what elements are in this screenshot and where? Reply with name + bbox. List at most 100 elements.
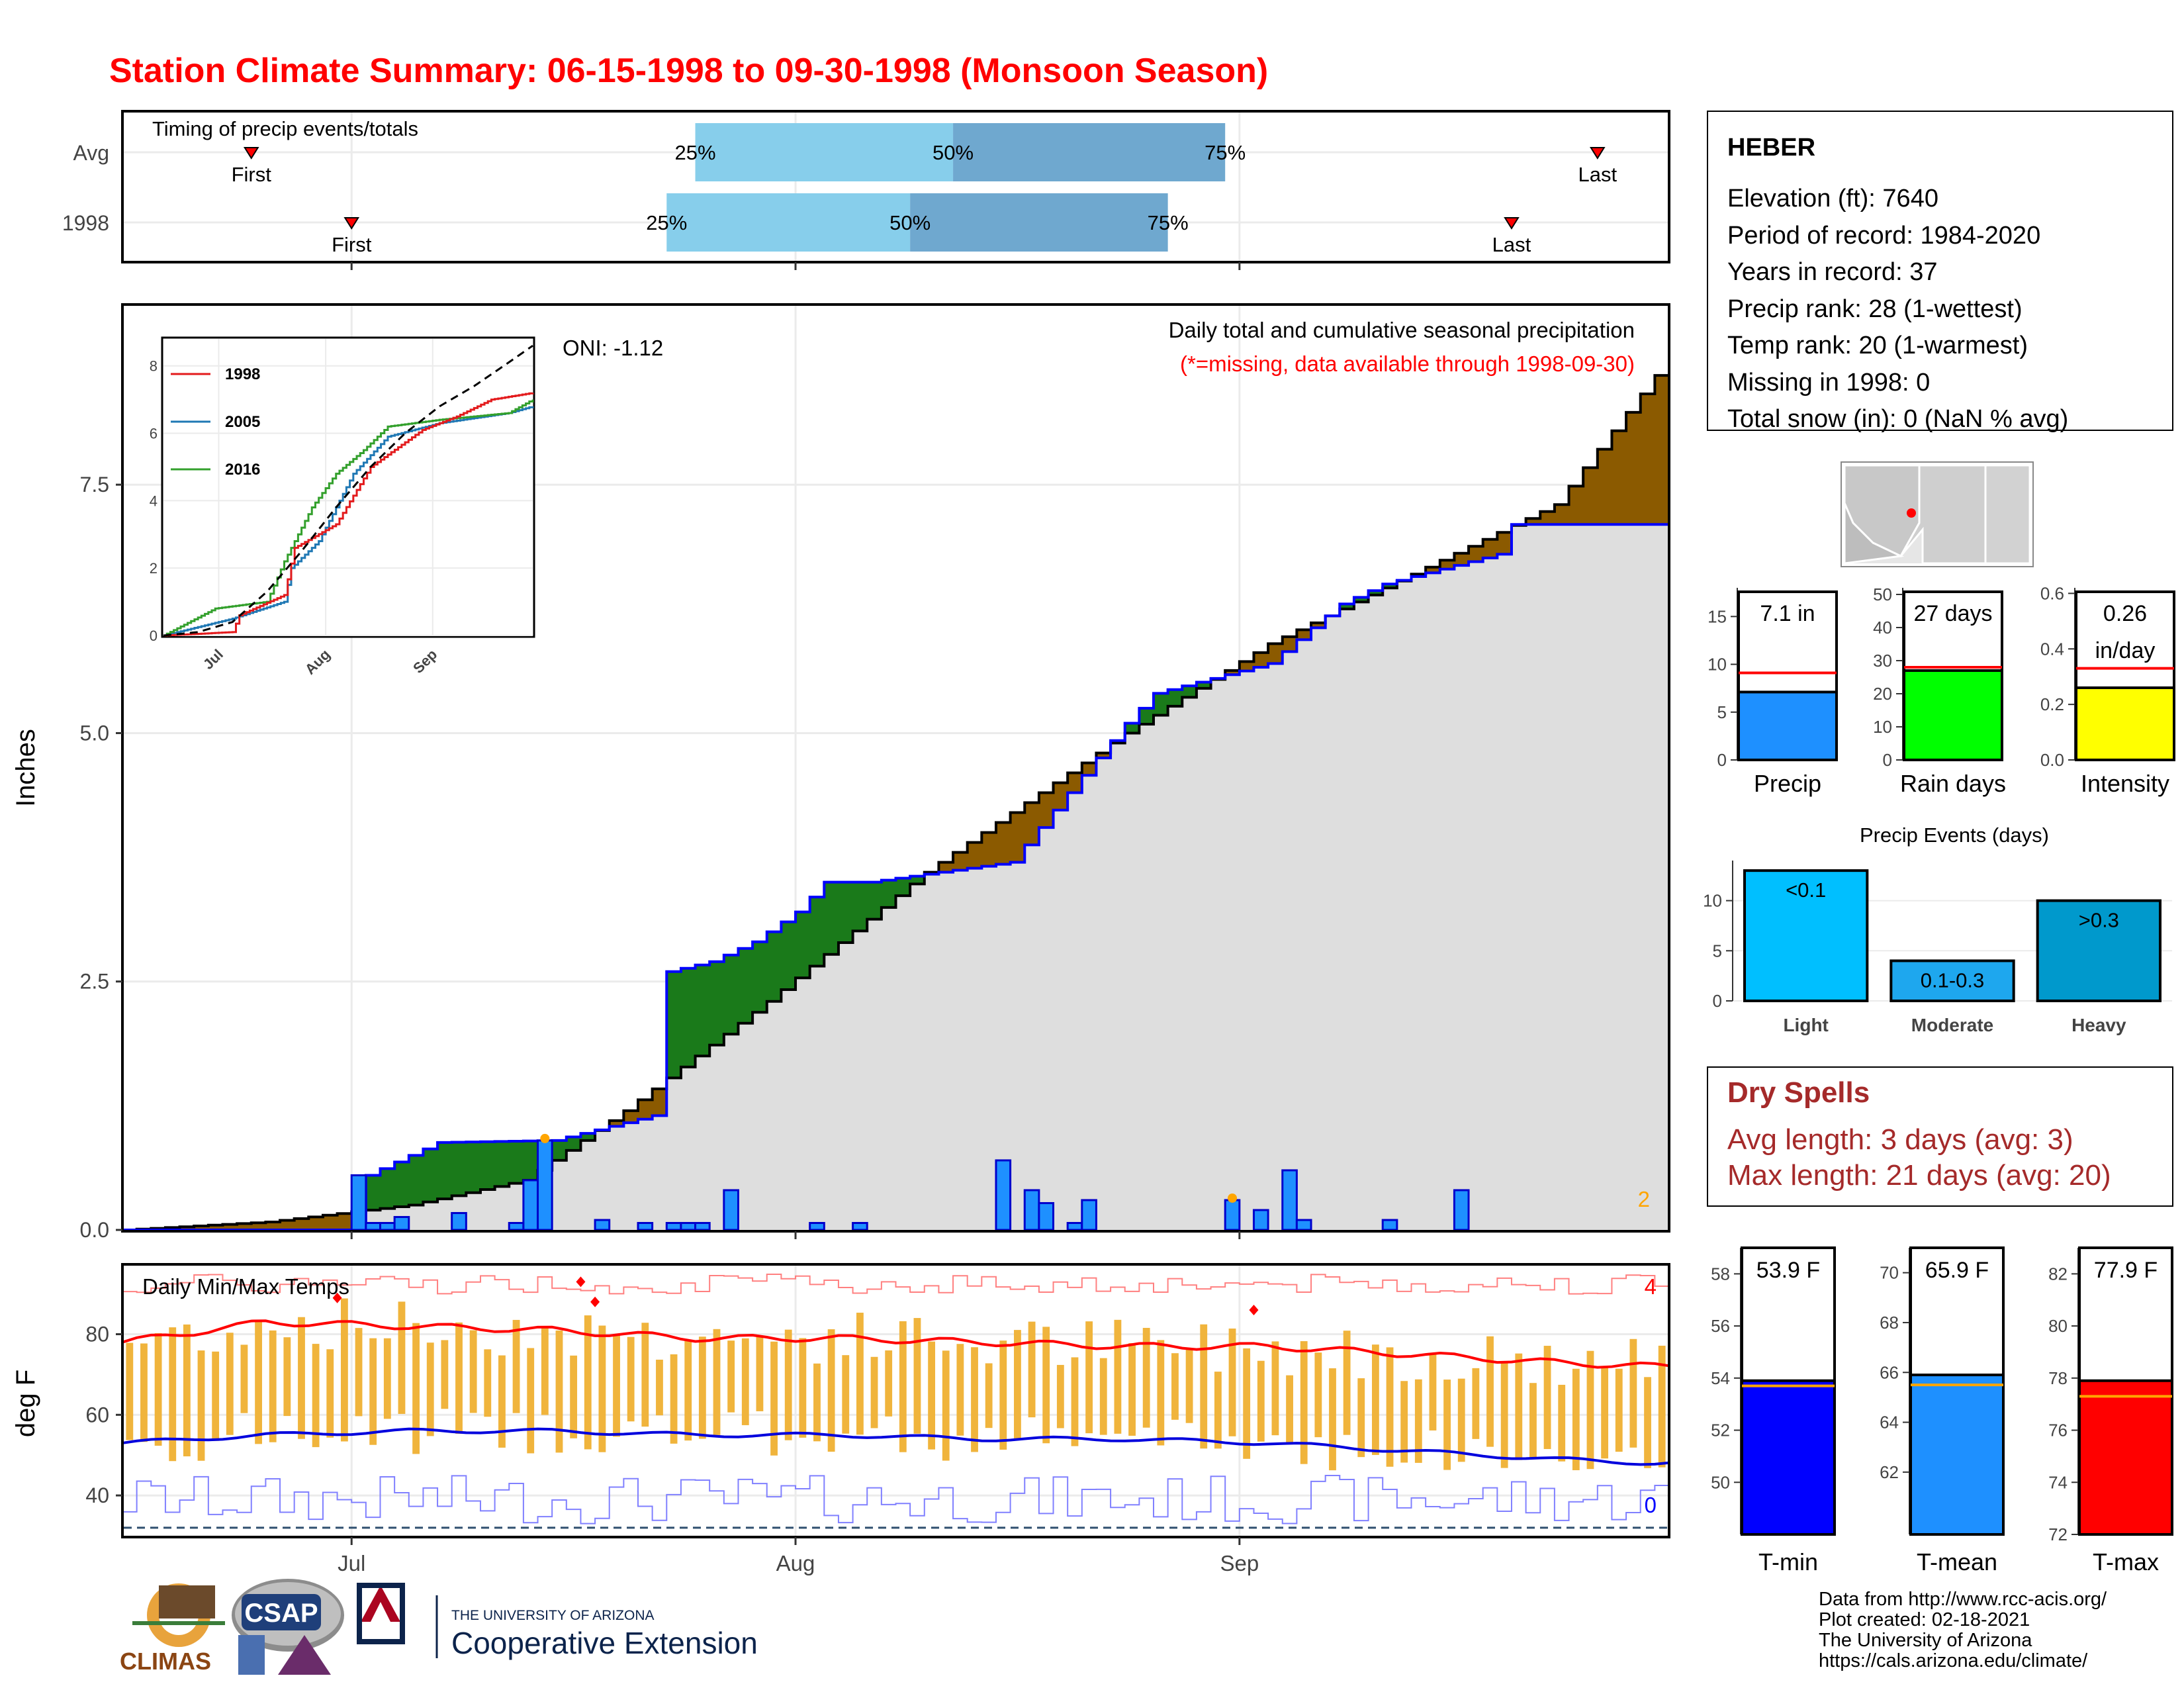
station-line: Years in record: 37 — [1727, 258, 1938, 286]
precip-ytick-label: 0.0 — [80, 1218, 109, 1242]
timing-first-label: First — [232, 163, 272, 186]
precip-events-chart: Precip Events (days) 0 5 10 <0.1 Light 0.1-0.… — [1703, 823, 2172, 1035]
daily-temp-bar — [598, 1325, 606, 1452]
summary-ytick-label: 0.2 — [2040, 694, 2064, 714]
daily-temp-bar — [885, 1350, 893, 1417]
daily-temp-bar — [484, 1349, 492, 1417]
events-ytick-label: 0 — [1713, 991, 1722, 1011]
temp-summary-ytick-label: 64 — [1880, 1413, 1899, 1432]
temp-summary-value: 53.9 F — [1756, 1258, 1820, 1283]
daily-temp-bar — [512, 1319, 520, 1413]
events-title: Precip Events (days) — [1860, 823, 2049, 847]
daily-temp-bar — [1343, 1331, 1351, 1435]
timing-last-label: Last — [1578, 163, 1617, 186]
timing-q50-label: 50% — [933, 141, 974, 164]
daily-temp-bar — [1601, 1367, 1609, 1459]
temp-summary-ytick-label: 70 — [1880, 1263, 1899, 1283]
daily-temp-bar — [684, 1340, 692, 1441]
oni-label: ONI: -1.12 — [563, 336, 663, 360]
daily-temp-bar — [498, 1355, 506, 1448]
timing-q25-label: 25% — [646, 211, 687, 234]
station-location-marker — [1907, 508, 1916, 518]
daily-temp-bar — [298, 1317, 305, 1439]
locator-map — [1841, 461, 2034, 567]
timing-row-label-avg: Avg — [73, 141, 109, 165]
daily-precip-bar — [680, 1221, 697, 1231]
daily-temp-bar — [1042, 1327, 1050, 1444]
dry-spells-title: Dry Spells — [1727, 1076, 1870, 1109]
daily-temp-bar — [441, 1340, 449, 1409]
daily-temp-bar — [412, 1323, 420, 1454]
events-xtick-label: Moderate — [1911, 1015, 1993, 1035]
daily-temp-bar — [928, 1341, 936, 1450]
temp-ytick-label: 40 — [85, 1483, 109, 1507]
summary-ytick-label: 50 — [1873, 585, 1892, 604]
inset-legend-label: 2005 — [225, 413, 260, 431]
inset-avg-line — [163, 344, 533, 637]
daily-precip-bar — [451, 1211, 467, 1231]
temp-ytick-label: 80 — [85, 1323, 109, 1346]
temp-summary-label: T-max — [2093, 1548, 2159, 1575]
ua-big-text: Cooperative Extension — [451, 1626, 758, 1660]
dry-spells-line: Avg length: 3 days (avg: 3) — [1727, 1123, 2073, 1156]
timing-q75-label: 75% — [1205, 141, 1246, 164]
daily-precip-bar — [1224, 1199, 1241, 1231]
daily-temp-bar — [756, 1335, 764, 1411]
daily-temp-bar — [240, 1344, 248, 1413]
timing-bar-lower — [695, 123, 954, 181]
temp-summary-ytick-label: 50 — [1711, 1472, 1730, 1492]
daily-temp-bar — [1543, 1346, 1551, 1449]
avg-max-temp-line — [122, 1319, 1670, 1369]
footer-line: https://cals.arizona.edu/climate/ — [1819, 1650, 2088, 1671]
daily-temp-bar — [727, 1340, 735, 1413]
daily-precip-bar — [809, 1221, 825, 1231]
daily-temp-bar — [383, 1338, 391, 1419]
temp-summary-ytick-label: 68 — [1880, 1313, 1899, 1333]
temp-ylabel: deg F — [11, 1370, 40, 1437]
daily-temp-bar — [1500, 1361, 1508, 1468]
timing-row-label-year: 1998 — [62, 211, 109, 235]
daily-precip-bar — [393, 1215, 410, 1231]
events-bar-tag: <0.1 — [1786, 878, 1826, 902]
summary-bar-label: Precip — [1754, 770, 1821, 797]
daily-precip-bar — [1281, 1169, 1298, 1231]
daily-temp-bar — [870, 1356, 878, 1429]
daily-temp-bar — [1429, 1353, 1437, 1430]
daily-temp-bar — [627, 1336, 635, 1422]
daily-temp-bar — [799, 1338, 807, 1438]
inset-legend-label: 1998 — [225, 365, 260, 383]
footer-credits: Data from http://www.rcc-acis.org/ Plot … — [1819, 1589, 2107, 1671]
daily-temp-bar — [1157, 1340, 1165, 1446]
timing-first-marker — [343, 217, 360, 230]
events-bar — [2036, 899, 2162, 1002]
daily-temp-bar — [212, 1351, 220, 1441]
daily-temp-bar — [398, 1301, 406, 1414]
daily-temp-bar — [269, 1330, 277, 1442]
daily-temp-bar — [1028, 1321, 1036, 1418]
daily-precip-bar — [1066, 1221, 1083, 1231]
inset-ytick-label: 2 — [150, 560, 158, 577]
inset-legend-label: 2016 — [225, 461, 260, 479]
precip-ytick-label: 2.5 — [80, 970, 109, 994]
daily-temp-bar — [1271, 1341, 1279, 1436]
daily-temp-bar — [899, 1321, 907, 1452]
temp-summary-ytick-label: 78 — [2048, 1368, 2068, 1388]
avg-min-temp-line — [122, 1427, 1670, 1466]
daily-precip-bar — [1295, 1219, 1312, 1231]
daily-temp-bar — [1586, 1350, 1594, 1470]
ua-small-text: THE UNIVERSITY OF ARIZONA — [451, 1608, 655, 1623]
station-info-box: HEBER Elevation (ft): 7640 Period of rec… — [1707, 111, 2173, 433]
precip-flag-marker — [1228, 1193, 1238, 1203]
precip-panel: 0.0 2.5 5.0 7.5 Inches ONI: -1.12 Daily tot… — [11, 303, 1670, 1242]
daily-temp-bar — [1529, 1383, 1537, 1458]
precip-ylabel: Inches — [11, 729, 40, 807]
daily-temp-bar — [1472, 1368, 1480, 1439]
inset-ytick-label: 6 — [150, 426, 158, 442]
timing-q75-label: 75% — [1148, 211, 1189, 234]
summary-ytick-label: 30 — [1873, 651, 1892, 671]
daily-temp-bar — [999, 1340, 1007, 1450]
temp-summary-ytick-label: 54 — [1711, 1368, 1730, 1388]
daily-temp-bar — [326, 1349, 334, 1438]
daily-temp-bar — [1400, 1381, 1408, 1463]
